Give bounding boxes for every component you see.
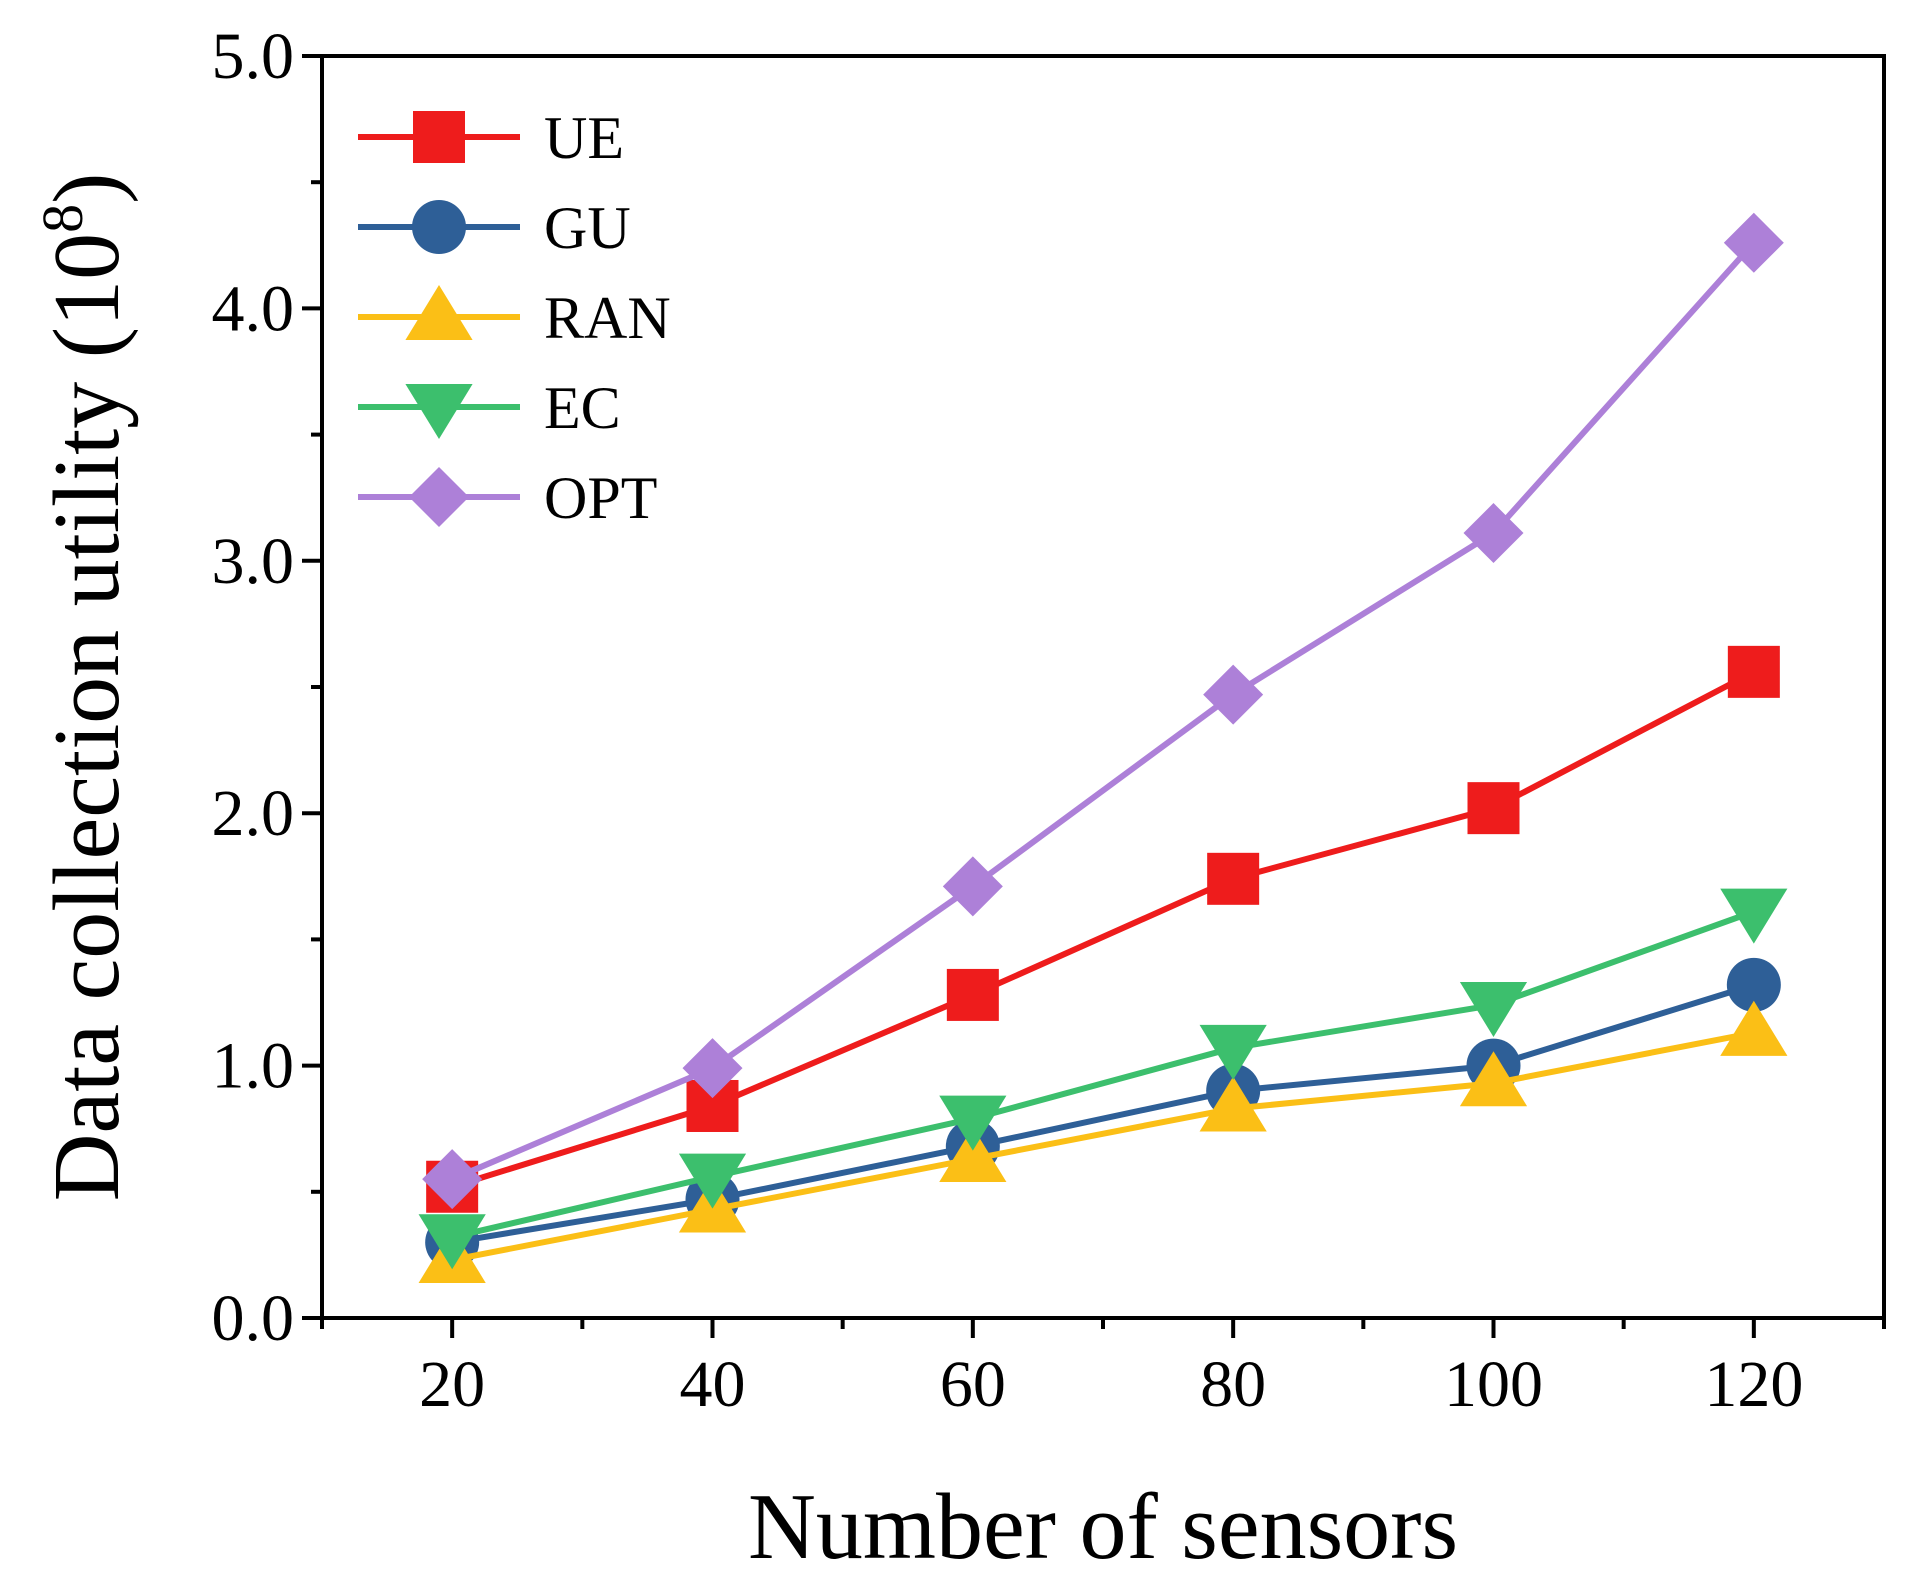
x-tick-label: 20	[419, 1348, 485, 1421]
legend-gu-label: GU	[544, 195, 631, 261]
series-gu	[425, 957, 1781, 1270]
legend-ran-label: RAN	[544, 285, 671, 351]
series-ec-point	[1199, 1024, 1267, 1080]
series-ec-line	[451, 908, 1755, 1241]
legend-opt-marker	[409, 467, 469, 527]
y-tick-label: 1.0	[212, 1030, 295, 1103]
series-ec-point	[1459, 981, 1528, 1038]
series-ue-line	[451, 669, 1756, 1190]
y-tick-label: 3.0	[212, 525, 295, 598]
series-ue-point	[946, 968, 999, 1021]
series-ec-point	[1720, 888, 1788, 944]
series-ue-point	[1727, 645, 1780, 698]
series-ec-point	[939, 1095, 1007, 1151]
series-ran-line	[451, 1029, 1755, 1263]
series-ran	[418, 1000, 1788, 1283]
x-axis-title: Number of sensors	[748, 1475, 1458, 1576]
legend-item-ran: RAN	[358, 285, 671, 351]
series-gu-line	[451, 981, 1755, 1246]
legend-ue-label: UE	[544, 105, 624, 171]
series-opt	[422, 212, 1784, 1210]
legend-item-ec: EC	[358, 375, 621, 441]
y-tick-label: 0.0	[212, 1282, 295, 1355]
series-ran-point	[1199, 1076, 1267, 1132]
series-opt-point	[942, 856, 1003, 917]
y-axis-title-exponent: 8	[30, 204, 95, 233]
x-tick-label: 100	[1444, 1348, 1543, 1421]
series-ran-point	[1459, 1051, 1528, 1107]
series-opt-point	[1203, 664, 1264, 725]
series-ue	[426, 645, 1780, 1213]
y-tick-label: 5.0	[212, 20, 295, 93]
y-tick-label: 2.0	[212, 777, 295, 850]
legend: UE GU RAN EC OPT	[358, 105, 671, 531]
legend-ec-label: EC	[544, 375, 621, 441]
x-tick-label: 40	[680, 1348, 746, 1421]
legend-ran-marker	[405, 285, 473, 341]
legend-opt-label: OPT	[544, 465, 657, 531]
legend-item-gu: GU	[358, 195, 631, 261]
x-tick-label: 60	[940, 1348, 1006, 1421]
x-tick-label: 80	[1200, 1348, 1266, 1421]
series-opt-point	[1723, 212, 1784, 273]
series-opt-point	[682, 1038, 743, 1099]
legend-ue-marker	[413, 111, 465, 163]
y-tick-label: 4.0	[212, 272, 295, 345]
legend-item-opt: OPT	[358, 465, 657, 531]
series-ran-point	[939, 1126, 1007, 1183]
series-opt-line	[450, 240, 1757, 1182]
axes-layer: 20 40 60 80 100 120 0.0 1.0 2.0 3.0 4.0 5.0	[212, 20, 1886, 1421]
series-ue-point	[1207, 852, 1260, 905]
legend-ec-marker	[405, 383, 473, 439]
legend-gu-marker	[412, 200, 466, 254]
y-axis-title-text: Data collection utility (10	[35, 233, 139, 1201]
series-opt-point	[1463, 503, 1524, 564]
series-ec	[418, 888, 1788, 1270]
y-axis-title-close: )	[35, 173, 139, 204]
series-gu-point	[1726, 957, 1781, 1012]
series-layer	[418, 212, 1788, 1283]
y-axis-title: Data collection utility (108)	[30, 173, 139, 1202]
series-ran-point	[1720, 1000, 1788, 1056]
series-ue-point	[1467, 782, 1520, 835]
series-ec-point	[418, 1214, 486, 1270]
series-opt-point	[422, 1149, 483, 1210]
x-tick-label: 120	[1704, 1348, 1803, 1421]
series-ec-point	[678, 1153, 747, 1209]
legend-item-ue: UE	[358, 105, 624, 171]
